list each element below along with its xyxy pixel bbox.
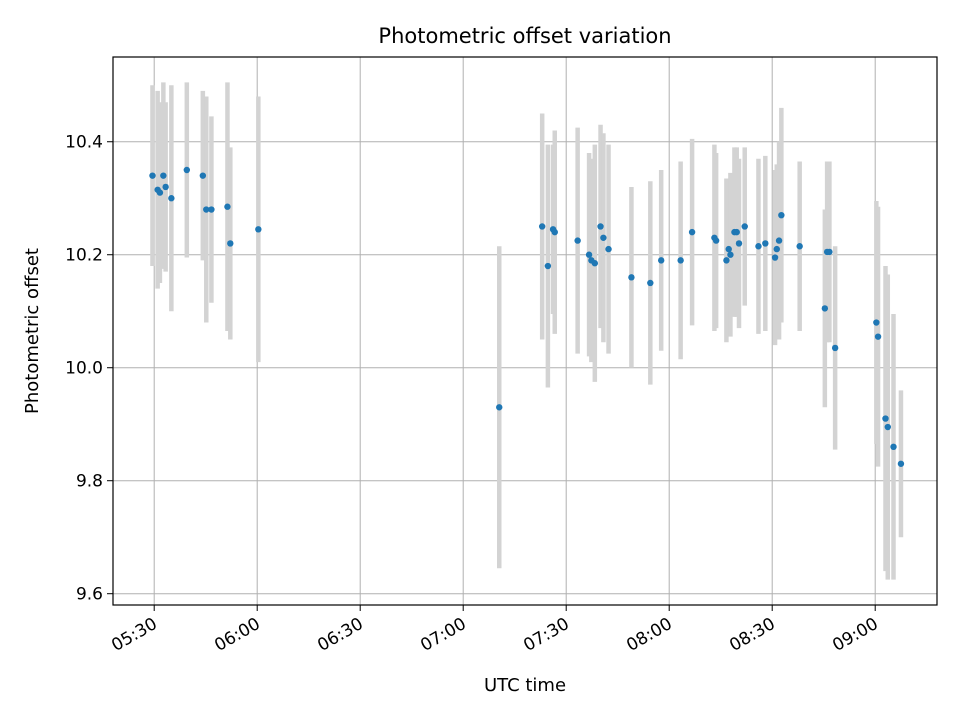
data-point [544,262,552,270]
data-point [821,305,829,312]
y-tick-label: 10.4 [65,133,103,153]
data-point [727,251,734,258]
data-point [890,443,897,451]
data-points [149,166,905,467]
y-axis-label: Photometric offset [22,248,43,414]
data-point [771,254,779,261]
y-tick-label: 9.8 [76,472,103,492]
data-point [796,243,803,250]
chart-title: Photometric offset variation [378,24,671,48]
data-point [647,279,654,287]
grid [113,57,937,605]
data-point [199,172,207,179]
data-point [628,274,635,281]
data-point [831,344,839,352]
y-tick-label: 10.0 [65,359,103,379]
data-point [597,223,604,230]
data-point [160,172,167,179]
data-point [183,166,191,174]
data-point [574,237,581,244]
data-point [168,195,175,202]
plot-frame [112,56,938,606]
data-point [224,203,231,210]
data-point [227,240,234,247]
data-point [755,243,762,250]
data-point [775,237,783,244]
data-point [585,251,593,258]
data-point [733,228,740,236]
data-point [208,206,215,213]
data-point [156,189,164,196]
data-point [882,415,889,422]
data-point [538,223,546,230]
y-axis-ticks: 9.6 9.8 10.0 10.2 10.4 [65,133,113,605]
data-point [884,423,891,431]
data-point [203,206,210,213]
y-tick-label: 10.2 [65,246,103,266]
data-point [255,226,262,233]
data-point [741,223,748,230]
data-point [600,234,607,241]
data-point [657,257,665,264]
x-axis-label: UTC time [484,675,566,696]
data-point [735,240,743,247]
data-point [605,245,612,253]
data-point [723,257,730,264]
data-point [873,319,880,326]
data-point [773,245,780,253]
data-point [591,260,599,267]
data-point [778,211,785,219]
data-point [762,240,769,247]
data-point [551,228,558,236]
data-point [149,172,156,179]
data-point [826,248,833,256]
data-point [162,183,169,191]
data-point [688,228,696,236]
data-point [496,404,503,411]
y-tick-label: 9.6 [76,585,103,605]
data-point [874,333,882,340]
data-point [897,460,905,467]
data-point [677,257,684,264]
data-point [725,245,732,253]
data-point [712,237,720,244]
